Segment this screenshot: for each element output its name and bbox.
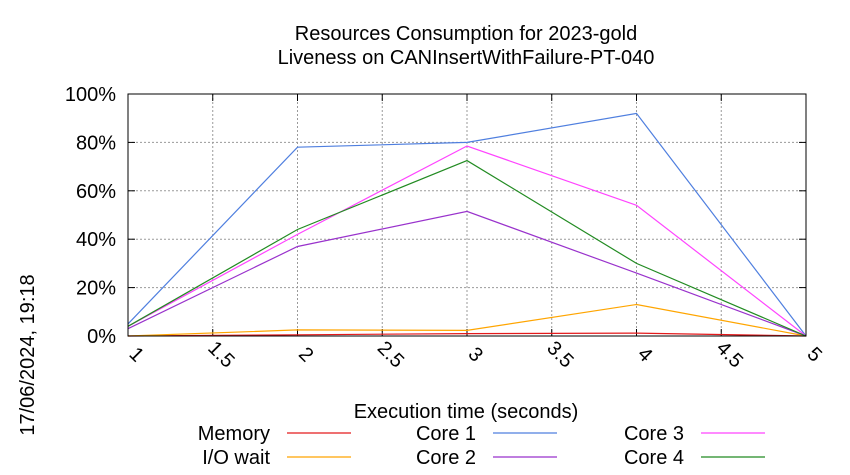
grid (127, 93, 807, 337)
series-line-core-1 (127, 112, 807, 337)
legend-label-memory: Memory (198, 423, 270, 445)
series-line-core-3 (127, 145, 807, 337)
y-tick-label: 0% (87, 326, 116, 348)
x-tick-label: 5 (803, 343, 826, 366)
series-line-i-o-wait (127, 303, 807, 337)
x-tick-label: 4 (633, 343, 656, 366)
y-tick-label: 100% (65, 84, 116, 106)
legend-label-i-o-wait: I/O wait (202, 447, 270, 469)
plot-frame (127, 93, 807, 337)
legend-label-core-3: Core 3 (624, 423, 684, 445)
legend-label-core-2: Core 2 (416, 447, 476, 469)
x-tick-label: 1.5 (203, 337, 238, 372)
timestamp-label: 17/06/2024, 19:18 (17, 274, 39, 435)
x-tick-label: 4.5 (712, 337, 747, 372)
chart-title-line1: Resources Consumption for 2023-gold (295, 23, 637, 45)
series-lines (127, 112, 807, 337)
series-line-memory (127, 332, 807, 337)
y-axis: 0% 20% 40% 60% 80% 100% (65, 84, 806, 348)
x-tick-label: 2 (294, 343, 317, 366)
series-line-core-2 (127, 210, 807, 337)
x-axis-label: Execution time (seconds) (354, 401, 579, 423)
x-tick-label: 3 (464, 343, 487, 366)
y-tick-label: 60% (76, 181, 116, 203)
x-tick-label: 1 (125, 343, 148, 366)
x-tick-label: 3.5 (542, 337, 577, 372)
chart-title-line2: Liveness on CANInsertWithFailure-PT-040 (278, 47, 655, 69)
legend-label-core-4: Core 4 (624, 447, 684, 469)
x-tick-label: 2.5 (373, 337, 408, 372)
x-axis: 1 1.5 2 2.5 3 3.5 4 4.5 5 (125, 94, 826, 372)
y-tick-label: 80% (76, 132, 116, 154)
legend-label-core-1: Core 1 (416, 423, 476, 445)
series-line-core-4 (127, 159, 807, 337)
y-tick-label: 40% (76, 229, 116, 251)
y-tick-label: 20% (76, 278, 116, 300)
